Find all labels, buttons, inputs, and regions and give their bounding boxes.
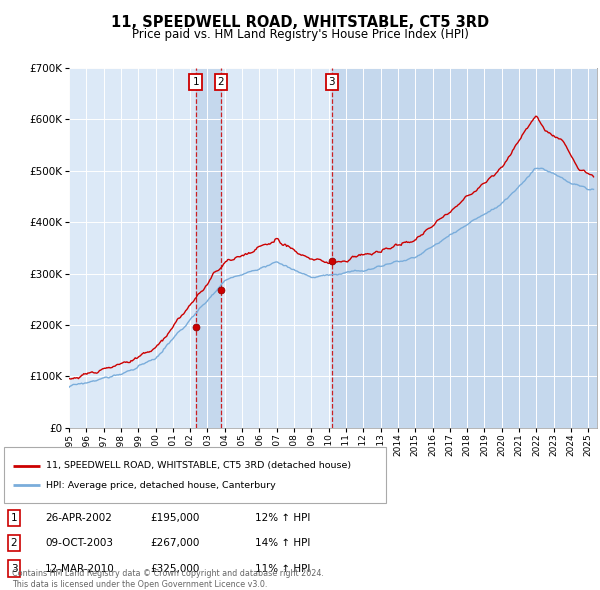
Text: HPI: Average price, detached house, Canterbury: HPI: Average price, detached house, Cant… — [46, 481, 276, 490]
Bar — [332, 68, 597, 428]
Text: Contains HM Land Registry data © Crown copyright and database right 2024.
This d: Contains HM Land Registry data © Crown c… — [12, 569, 324, 589]
Text: Price paid vs. HM Land Registry's House Price Index (HPI): Price paid vs. HM Land Registry's House … — [131, 28, 469, 41]
Text: 1: 1 — [11, 513, 17, 523]
Text: 12-MAR-2010: 12-MAR-2010 — [45, 563, 115, 573]
FancyBboxPatch shape — [4, 447, 386, 503]
Text: 2: 2 — [11, 538, 17, 548]
Text: 3: 3 — [329, 77, 335, 87]
Text: £325,000: £325,000 — [150, 563, 199, 573]
Text: 2: 2 — [218, 77, 224, 87]
Text: 14% ↑ HPI: 14% ↑ HPI — [255, 538, 310, 548]
Text: 12% ↑ HPI: 12% ↑ HPI — [255, 513, 310, 523]
Text: 11% ↑ HPI: 11% ↑ HPI — [255, 563, 310, 573]
Bar — [196, 68, 221, 428]
Text: 26-APR-2002: 26-APR-2002 — [45, 513, 112, 523]
Text: 11, SPEEDWELL ROAD, WHITSTABLE, CT5 3RD (detached house): 11, SPEEDWELL ROAD, WHITSTABLE, CT5 3RD … — [46, 461, 351, 470]
Text: 3: 3 — [11, 563, 17, 573]
Text: 11, SPEEDWELL ROAD, WHITSTABLE, CT5 3RD: 11, SPEEDWELL ROAD, WHITSTABLE, CT5 3RD — [111, 15, 489, 30]
Text: £267,000: £267,000 — [150, 538, 199, 548]
Text: 09-OCT-2003: 09-OCT-2003 — [45, 538, 113, 548]
Text: 1: 1 — [193, 77, 199, 87]
Text: £195,000: £195,000 — [150, 513, 199, 523]
